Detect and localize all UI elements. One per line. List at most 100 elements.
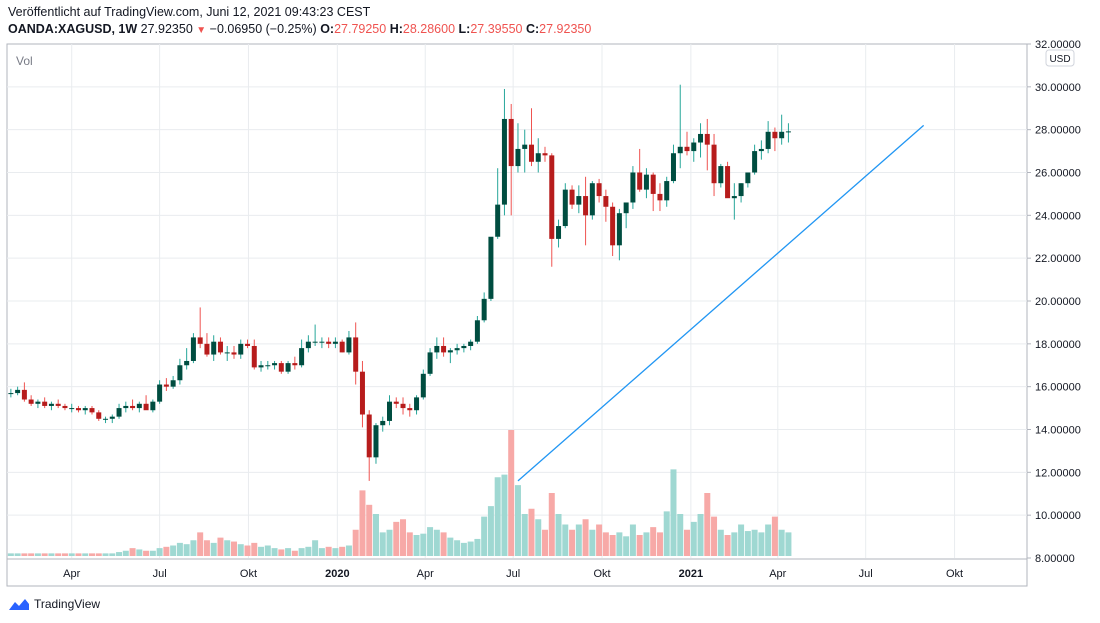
volume-bar xyxy=(542,529,549,556)
volume-bar xyxy=(156,548,163,556)
candle-body xyxy=(136,403,142,409)
candle-body xyxy=(698,133,704,143)
candle-body xyxy=(69,408,75,410)
volume-bar xyxy=(765,524,772,556)
volume-bar xyxy=(183,544,190,556)
candle-body xyxy=(339,341,345,353)
candle-body xyxy=(576,196,582,205)
volume-bar xyxy=(548,493,555,556)
candle-body xyxy=(258,365,264,368)
candle-body xyxy=(488,236,494,299)
candle-body xyxy=(238,343,244,355)
candle-body xyxy=(55,403,61,406)
last-price: 27.92350 xyxy=(140,22,193,36)
volume-bar xyxy=(271,548,278,556)
volume-bar xyxy=(203,540,210,556)
volume-bar xyxy=(724,535,731,556)
candle-body xyxy=(353,337,359,372)
volume-bar xyxy=(427,527,434,556)
volume-bar xyxy=(190,540,197,556)
volume-bar xyxy=(345,545,352,556)
volume-bar xyxy=(264,545,271,556)
candle-body xyxy=(299,348,305,366)
volume-bar xyxy=(467,541,474,556)
volume-bar xyxy=(460,542,467,556)
candle-body xyxy=(163,384,169,387)
candle-body xyxy=(82,408,88,411)
candle-body xyxy=(549,155,555,239)
volume-bar xyxy=(555,514,562,556)
volume-bar xyxy=(758,532,765,556)
candle-body xyxy=(427,352,433,374)
x-tick-label: Okt xyxy=(946,568,963,580)
volume-bar xyxy=(629,524,636,556)
volume-bar xyxy=(494,477,501,556)
candle-body xyxy=(718,166,724,184)
volume-bar xyxy=(778,529,785,556)
candle-body xyxy=(765,131,771,149)
volume-bar xyxy=(636,535,643,556)
candle-body xyxy=(8,393,14,395)
candle-body xyxy=(704,133,710,145)
volume-bar xyxy=(372,514,379,556)
candle-body xyxy=(265,365,271,367)
candle-body xyxy=(204,343,210,355)
candle-body xyxy=(657,193,663,201)
candle-body xyxy=(596,183,602,197)
volume-bar xyxy=(95,553,102,556)
candle-body xyxy=(758,148,764,152)
volume-bar xyxy=(481,516,488,556)
volume-bar xyxy=(170,545,177,556)
volume-bar xyxy=(82,553,89,556)
x-tick-label: Okt xyxy=(240,568,257,580)
candle-body xyxy=(508,118,514,167)
candle-body xyxy=(89,408,95,413)
volume-bar xyxy=(237,544,244,556)
volume-bar xyxy=(230,541,237,556)
candle-body xyxy=(157,384,163,402)
currency-label: USD xyxy=(1049,54,1070,65)
candle-body xyxy=(190,337,196,361)
volume-bar xyxy=(176,542,183,556)
volume-bar xyxy=(298,548,305,556)
volume-bar xyxy=(501,474,508,556)
volume-bar xyxy=(582,519,589,556)
candle-body xyxy=(616,213,622,246)
volume-bar xyxy=(731,532,738,556)
volume-bar xyxy=(690,521,697,556)
price-change: −0.06950 (−0.25%) xyxy=(209,22,317,36)
candle-body xyxy=(292,363,298,366)
candle-body xyxy=(224,352,230,354)
volume-bar xyxy=(413,535,420,556)
x-tick-label: Jul xyxy=(859,568,873,580)
volume-bar xyxy=(129,548,136,556)
candle-body xyxy=(542,153,548,156)
candle-body xyxy=(150,401,156,411)
volume-bar xyxy=(697,514,704,556)
y-tick-label: 10.00000 xyxy=(1035,510,1081,522)
close-value: 27.92350 xyxy=(539,22,592,36)
candle-body xyxy=(103,418,109,420)
candle-body xyxy=(285,363,291,372)
high-label: H: xyxy=(389,22,403,36)
volume-bar xyxy=(102,553,109,556)
x-tick-label: Apr xyxy=(63,568,80,580)
volume-bar xyxy=(575,524,582,556)
candle-body xyxy=(42,401,48,406)
volume-bar xyxy=(89,553,95,556)
candle-body xyxy=(630,172,636,203)
x-tick-label: Apr xyxy=(769,568,786,580)
price-chart[interactable]: 32.00000 30.00000 28.00000 26.00000 24.00000… xyxy=(0,0,1100,590)
candle-body xyxy=(441,345,447,353)
candle-body xyxy=(461,345,467,349)
trendline xyxy=(517,124,925,482)
candle-body xyxy=(116,408,122,417)
volume-bar xyxy=(197,532,204,556)
volume-bar xyxy=(609,535,616,556)
candle-body xyxy=(332,341,338,344)
open-value: 27.79250 xyxy=(334,22,387,36)
volume-bar xyxy=(28,553,35,556)
candle-body xyxy=(779,131,785,139)
candle-body xyxy=(48,403,54,406)
published-caption: Veröffentlicht auf TradingView.com, Juni… xyxy=(8,5,371,19)
